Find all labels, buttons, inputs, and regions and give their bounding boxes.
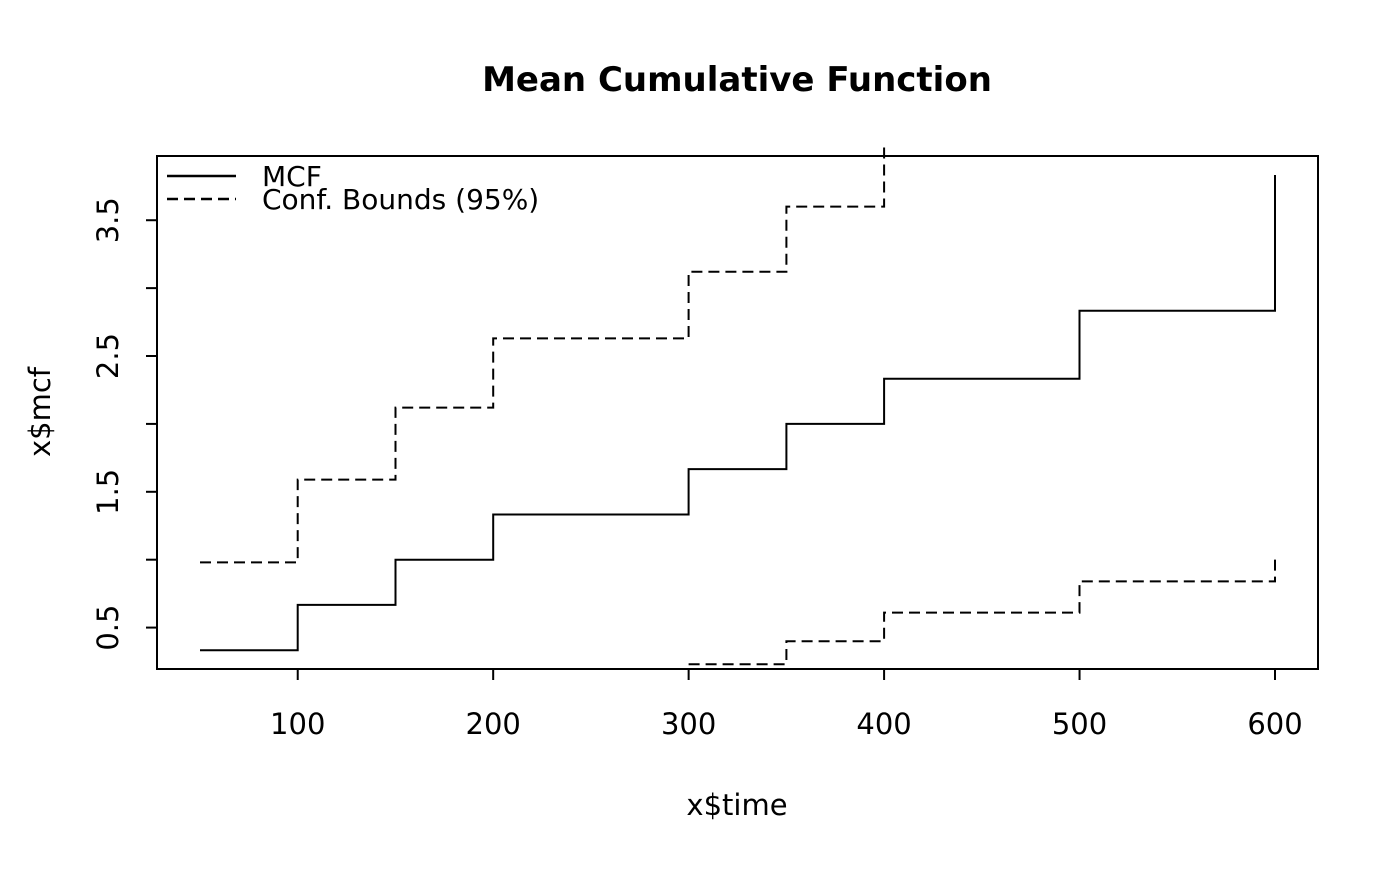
legend-label-mcf: MCF xyxy=(262,160,322,193)
x-axis-label: x$time xyxy=(686,788,787,822)
x-tick-label: 100 xyxy=(270,707,325,741)
y-tick-label: 3.5 xyxy=(91,197,125,243)
x-axis-ticks: 100 200 300 400 500 600 xyxy=(270,670,1303,741)
legend-label-conf-bounds: Conf. Bounds (95%) xyxy=(262,183,539,216)
x-tick-label: 300 xyxy=(661,707,716,741)
y-axis-ticks: 0.5 1.5 2.5 3.5 xyxy=(91,197,156,651)
x-tick-label: 200 xyxy=(466,707,521,741)
x-tick-label: 500 xyxy=(1052,707,1107,741)
series-line-solid xyxy=(200,175,1276,652)
y-tick-label: 0.5 xyxy=(91,605,125,651)
series-line-dashed xyxy=(200,145,886,564)
series-lines xyxy=(200,145,1276,666)
plot-box xyxy=(156,155,1319,670)
series-line-dashed xyxy=(688,554,1276,666)
x-tick-label: 600 xyxy=(1247,707,1302,741)
x-tick-label: 400 xyxy=(856,707,911,741)
y-tick-label: 2.5 xyxy=(91,333,125,379)
y-axis-label: x$mcf xyxy=(23,366,57,457)
legend: MCF Conf. Bounds (95%) xyxy=(167,160,539,216)
chart-title: Mean Cumulative Function xyxy=(482,60,992,100)
y-tick-label: 1.5 xyxy=(91,469,125,515)
